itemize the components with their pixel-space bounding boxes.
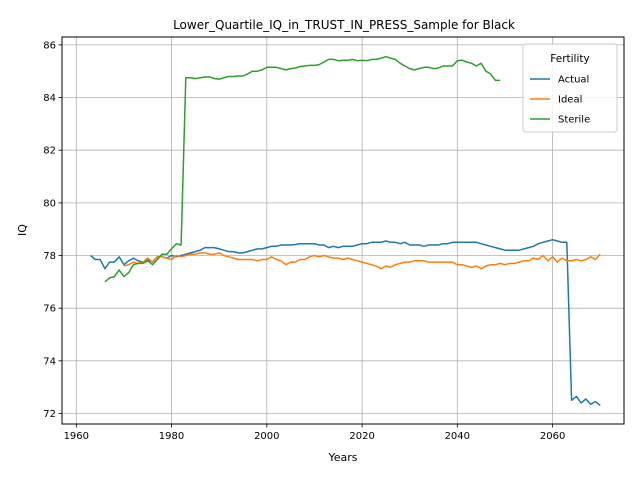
series-lines [90, 55, 601, 407]
x-tick-label: 2000 [254, 431, 279, 442]
y-tick-label: 72 [43, 409, 56, 420]
series-line-ideal [123, 252, 601, 270]
legend-box [522, 43, 618, 133]
x-axis-label: Years [327, 451, 357, 464]
x-tick-label: 2060 [540, 431, 565, 442]
chart-title: Lower_Quartile_IQ_in_TRUST_IN_PRESS_Samp… [173, 18, 515, 32]
y-tick-label: 82 [43, 146, 56, 157]
y-tick-label: 74 [43, 356, 56, 367]
legend-label-ideal: Ideal [558, 95, 582, 106]
y-tick-label: 84 [43, 93, 56, 104]
y-tick-label: 80 [43, 198, 56, 209]
x-tick-label: 1960 [64, 431, 89, 442]
grid-lines [62, 37, 624, 424]
y-axis-label: IQ [16, 224, 29, 236]
legend-label-actual: Actual [558, 75, 589, 86]
legend-title: Fertility [550, 53, 589, 65]
legend: Fertility Actual Ideal Sterile [522, 43, 618, 133]
x-tick-label: 2020 [349, 431, 374, 442]
axis-ticks: 1960 1980 2000 2020 2040 2060 72 74 76 78 80 82 84 86 [43, 40, 565, 442]
x-tick-label: 1980 [159, 431, 184, 442]
y-tick-label: 86 [43, 40, 56, 51]
x-tick-label: 2040 [445, 431, 470, 442]
y-tick-label: 78 [43, 251, 56, 262]
legend-label-sterile: Sterile [558, 115, 590, 126]
y-tick-label: 76 [43, 304, 56, 315]
plot-frame [61, 36, 625, 425]
series-line-sterile [104, 55, 501, 283]
